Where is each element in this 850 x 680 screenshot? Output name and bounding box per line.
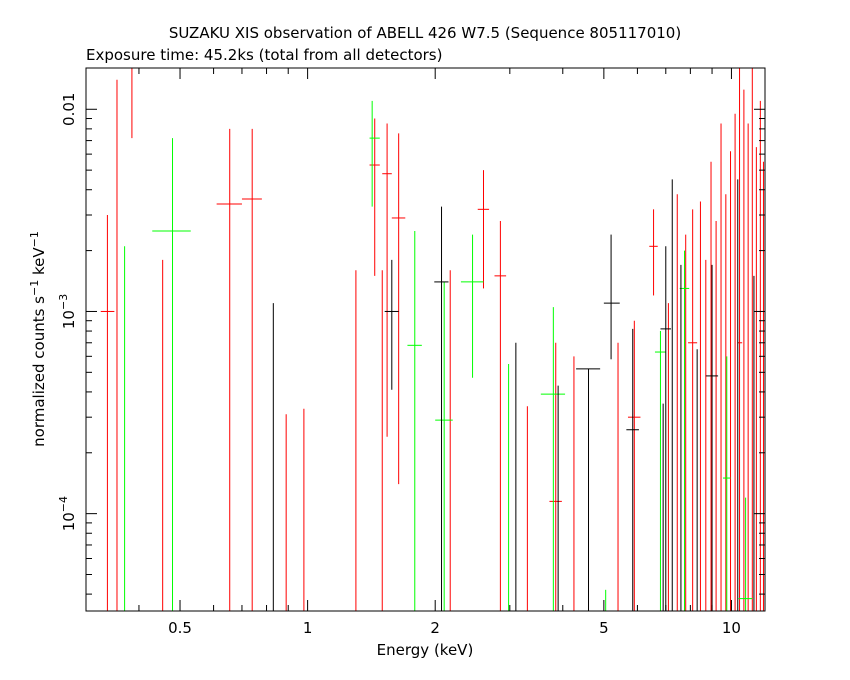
data-point (241, 128, 262, 611)
data-point (100, 214, 115, 611)
data-point (688, 209, 698, 611)
data-point (435, 281, 453, 611)
axis-ticks (85, 68, 765, 611)
data-point (576, 368, 601, 611)
data-point (722, 356, 731, 611)
y-tick-label-base: 0.01 (60, 93, 78, 126)
x-tick-label: 0.5 (168, 619, 192, 637)
y-tick-label: 10−3 (57, 294, 78, 329)
data-point (738, 497, 753, 611)
data-point (152, 138, 191, 611)
y-tick-label-exp: −4 (57, 496, 70, 512)
data-point (460, 234, 484, 378)
y-tick-label-exp: −3 (57, 294, 70, 310)
x-tick-label: 10 (722, 619, 741, 637)
plot-frame (85, 67, 766, 612)
data-point (649, 209, 658, 296)
y-axis-label-base: normalized counts s (30, 296, 48, 447)
y-axis-label-exp1: −1 (28, 280, 41, 296)
data-point (369, 118, 380, 276)
data-point (627, 320, 641, 611)
data-point (216, 128, 242, 611)
x-tick-labels: 0.5 1 2 5 10 (168, 619, 741, 637)
data-point (737, 68, 743, 611)
data-point (603, 234, 620, 360)
x-tick-label: 5 (599, 619, 609, 637)
y-tick-label-base: 10 (60, 310, 78, 329)
data-point (494, 221, 507, 611)
data-point (384, 259, 399, 390)
data-marks (100, 67, 764, 611)
data-point (369, 100, 380, 207)
data-point (705, 264, 719, 611)
y-tick-label-base: 10 (60, 512, 78, 531)
data-point (540, 307, 566, 611)
chart-subtitle: Exposure time: 45.2ks (total from all de… (86, 46, 442, 64)
y-axis-label-mid: keV (30, 247, 48, 280)
data-point (654, 331, 666, 611)
y-tick-label: 0.01 (60, 93, 78, 126)
x-axis-label: Energy (keV) (377, 641, 474, 659)
data-point (477, 170, 490, 289)
y-axis-label-exp2: −1 (28, 231, 41, 247)
y-tick-label: 10−4 (57, 496, 78, 531)
x-tick-label: 2 (430, 619, 440, 637)
data-point (124, 67, 139, 139)
data-point (549, 342, 562, 611)
data-point (660, 246, 671, 611)
data-point (407, 231, 422, 611)
data-point (382, 123, 392, 437)
y-axis-label: normalized counts s−1 keV−1 (28, 231, 48, 447)
data-point (391, 133, 406, 485)
chart-title: SUZAKU XIS observation of ABELL 426 W7.5… (169, 24, 681, 42)
x-tick-label: 1 (303, 619, 313, 637)
data-point (626, 328, 639, 611)
data-point (434, 206, 449, 611)
